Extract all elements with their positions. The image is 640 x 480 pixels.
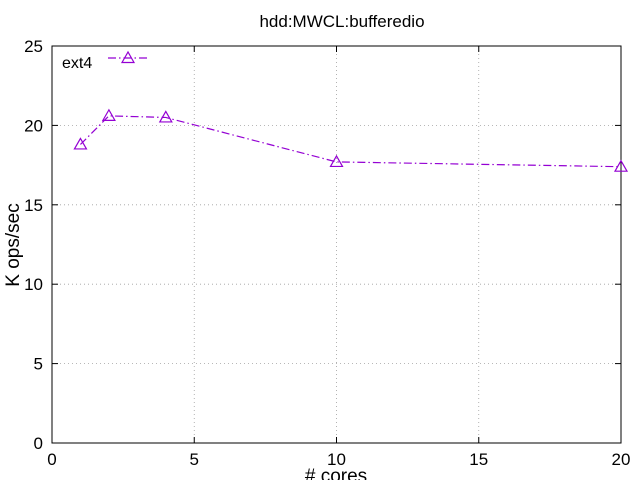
tick-marks: [51, 45, 622, 444]
x-tick-label: 5: [190, 450, 199, 469]
y-tick-label: 5: [34, 355, 43, 374]
x-tick-label: 20: [612, 450, 631, 469]
y-tick-label: 10: [24, 275, 43, 294]
legend: ext4: [62, 50, 147, 72]
legend-label-ext4: ext4: [62, 55, 92, 72]
series-layer: [73, 108, 629, 172]
grid: [52, 46, 621, 443]
y-tick-labels: 0 5 10 15 20 25: [24, 37, 43, 453]
data-point-ext4: [101, 108, 116, 121]
chart-title: hdd:MWCL:bufferedio: [259, 12, 424, 31]
data-point-ext4: [329, 154, 344, 168]
data-point-ext4: [73, 137, 88, 150]
data-point-ext4: [613, 159, 629, 172]
x-axis-label: # cores: [305, 466, 367, 480]
series-line-ext4: [80, 115, 622, 168]
y-axis-label: K ops/sec: [3, 203, 24, 286]
x-tick-label: 0: [47, 450, 56, 469]
y-tick-label: 20: [24, 116, 43, 135]
data-point-ext4: [158, 110, 173, 123]
plot-frame: [51, 45, 622, 444]
y-tick-label: 0: [34, 434, 43, 453]
y-tick-label: 15: [24, 196, 43, 215]
x-tick-labels: 0 5 10 15 20: [47, 450, 630, 469]
legend-marker-ext4: [120, 50, 136, 64]
y-tick-label: 25: [24, 37, 43, 56]
x-tick-label: 15: [469, 450, 488, 469]
x-tick-label: 10: [327, 450, 346, 469]
